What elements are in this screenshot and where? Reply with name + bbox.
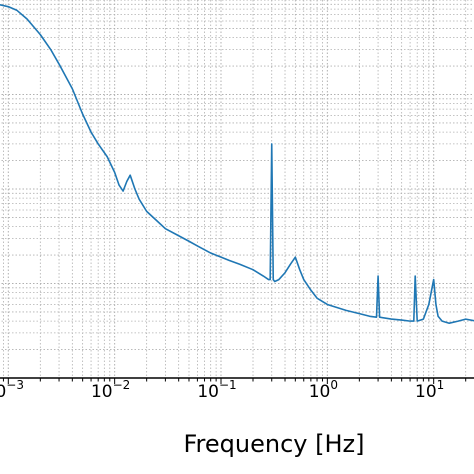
x-tick-label-base: 10 — [415, 382, 437, 402]
x-tick-label-base: 10 — [91, 382, 113, 402]
x-tick-label: 100 — [309, 378, 338, 402]
x-tick-label-exponent: −3 — [6, 378, 24, 392]
grid — [0, 0, 474, 379]
x-tick-label-exponent: 1 — [437, 378, 445, 392]
x-tick-label-base: 10 — [0, 382, 6, 402]
x-tick-label: 10−2 — [91, 378, 130, 402]
x-tick-label: 10−3 — [0, 378, 24, 402]
x-tick-label-base: 10 — [197, 382, 219, 402]
x-tick-label-exponent: 0 — [330, 378, 338, 392]
x-tick-label-exponent: −2 — [113, 378, 131, 392]
series-layer — [0, 3, 474, 325]
x-axis-label: Frequency [Hz] — [184, 430, 365, 458]
x-tick-label: 10−1 — [197, 378, 236, 402]
x-tick-label-exponent: −1 — [219, 378, 237, 392]
series-line-1 — [0, 3, 474, 325]
x-tick-label-base: 10 — [309, 382, 331, 402]
x-tick-label: 101 — [415, 378, 444, 402]
